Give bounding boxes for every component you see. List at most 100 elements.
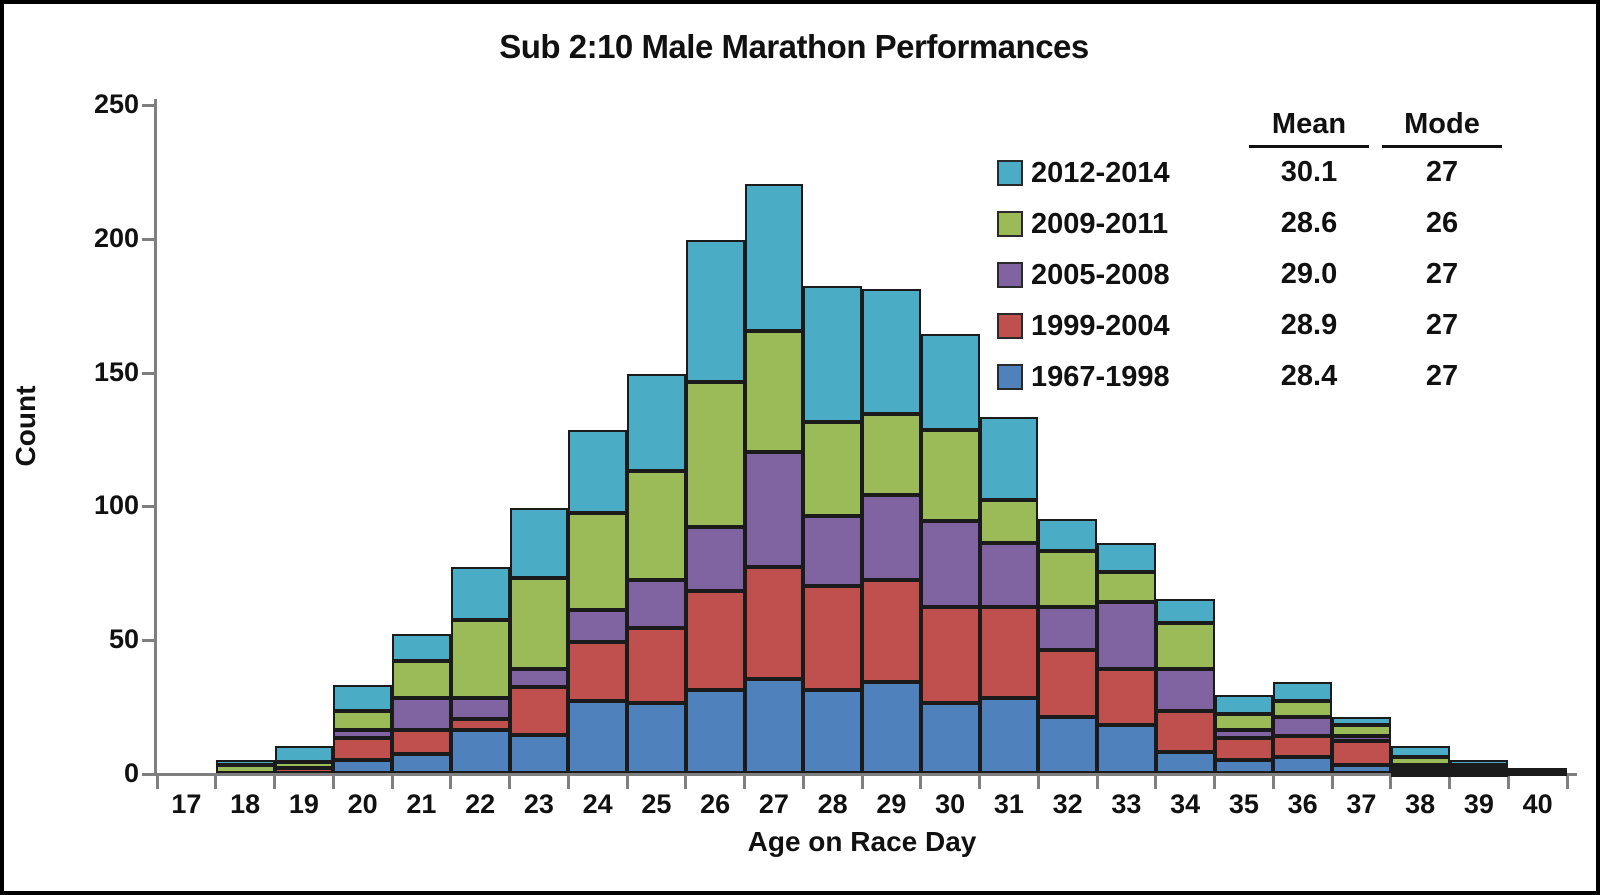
- legend-swatch-1999-2004: [997, 313, 1023, 339]
- legend-mode-value: 27: [1425, 258, 1459, 290]
- x-tick-mark: [919, 776, 923, 789]
- bar-segment-1967-1998-age-25: [627, 703, 686, 773]
- x-tick-mark: [449, 776, 453, 789]
- bar-segment-1999-2004-age-21: [392, 730, 451, 755]
- bar-segment-2012-2014-age-22: [450, 566, 510, 621]
- bar-segment-2012-2014-age-36: [1273, 682, 1332, 701]
- bar-segment-2005-2008-age-29: [862, 494, 921, 581]
- bar-segment-2012-2014-age-32: [1038, 518, 1097, 551]
- bar-segment-1967-1998-age-26: [685, 690, 745, 773]
- x-tick-label: 39: [1463, 789, 1494, 819]
- bar-segment-2012-2014-age-35: [1214, 695, 1274, 715]
- bar-segment-2009-2011-age-23: [509, 577, 569, 669]
- bar-segment-2005-2008-age-38: [1390, 764, 1450, 769]
- y-tick-mark: [142, 773, 154, 776]
- legend-mean-header: Mean: [1249, 108, 1369, 148]
- y-axis-line: [154, 99, 157, 776]
- bar-segment-2009-2011-age-38: [1390, 756, 1450, 765]
- x-tick-mark: [1271, 776, 1275, 789]
- bar-segment-2009-2011-age-35: [1214, 714, 1274, 731]
- bar-segment-1967-1998-age-35: [1214, 759, 1274, 773]
- bar-segment-1999-2004-age-32: [1038, 649, 1097, 717]
- legend-label: 2009-2011: [1031, 207, 1169, 240]
- bar-segment-2005-2008-age-20: [333, 730, 392, 739]
- bar-segment-2009-2011-age-22: [450, 620, 510, 699]
- x-tick-mark: [1330, 776, 1334, 789]
- bar-column: [744, 184, 804, 773]
- bar-segment-2009-2011-age-19: [274, 762, 334, 768]
- x-tick-mark: [331, 776, 335, 789]
- bar-segment-2005-2008-age-27: [744, 451, 804, 567]
- bar-segment-2012-2014-age-40: [1508, 767, 1567, 772]
- bar-column: [1273, 682, 1332, 773]
- bar-segment-1999-2004-age-28: [803, 585, 862, 690]
- x-tick-mark: [390, 776, 394, 789]
- bar-segment-1967-1998-age-32: [1038, 716, 1097, 773]
- bar-segment-2009-2011-age-28: [803, 422, 862, 517]
- bar-segment-2005-2008-age-25: [627, 580, 686, 629]
- bar-segment-2005-2008-age-24: [568, 609, 627, 642]
- bar-segment-1999-2004-age-20: [333, 738, 392, 760]
- bar-segment-2012-2014-age-30: [920, 334, 980, 431]
- legend-row-2005-2008: 2005-2008: [997, 258, 1170, 292]
- bar-segment-1967-1998-age-24: [568, 700, 627, 773]
- bar-segment-2009-2011-age-24: [568, 513, 627, 610]
- bar-column: [509, 508, 569, 773]
- bar-segment-2012-2014-age-19: [274, 746, 334, 763]
- bar-segment-1967-1998-age-34: [1155, 751, 1215, 773]
- bar-segment-2012-2014-age-27: [744, 184, 804, 332]
- bar-segment-1999-2004-age-24: [568, 641, 627, 701]
- bar-column: [979, 417, 1039, 773]
- legend-label: 1967-1998: [1031, 360, 1170, 393]
- bar-segment-1967-1998-age-28: [803, 690, 862, 773]
- legend-row-1967-1998: 1967-1998: [997, 360, 1170, 394]
- x-tick-mark: [801, 776, 805, 789]
- x-tick-label: 18: [230, 789, 261, 819]
- x-tick-mark: [1095, 776, 1099, 789]
- bar-column: [392, 633, 451, 773]
- bar-column: [274, 746, 334, 773]
- y-tick-mark: [142, 104, 154, 107]
- bar-segment-2009-2011-age-27: [744, 331, 804, 452]
- bar-segment-1999-2004-age-40: [1508, 771, 1567, 776]
- bar-segment-1967-1998-age-33: [1097, 724, 1156, 773]
- x-tick-label: 37: [1346, 789, 1377, 819]
- x-tick-label: 28: [817, 789, 848, 819]
- x-tick-mark: [1506, 776, 1510, 789]
- x-tick-label: 40: [1522, 789, 1553, 819]
- bar-column: [333, 684, 392, 773]
- x-tick-mark: [1448, 776, 1451, 789]
- bar-column: [1332, 716, 1391, 773]
- bar-segment-2009-2011-age-30: [920, 430, 980, 522]
- x-tick-mark: [273, 776, 276, 789]
- bar-segment-2012-2014-age-29: [862, 288, 921, 415]
- bar-segment-2009-2011-age-36: [1273, 700, 1332, 717]
- bar-segment-2012-2014-age-38: [1390, 746, 1450, 757]
- bar-segment-2012-2014-age-34: [1155, 599, 1215, 624]
- legend-mean-value: 28.9: [1280, 309, 1338, 341]
- bar-segment-1999-2004-age-36: [1273, 735, 1332, 757]
- x-tick-label: 31: [993, 789, 1024, 819]
- x-tick-mark: [1036, 776, 1040, 789]
- x-tick-label: 17: [171, 789, 202, 819]
- bar-segment-2005-2008-age-36: [1273, 716, 1332, 736]
- bar-segment-2005-2008-age-37: [1332, 735, 1391, 741]
- bar-column: [920, 334, 980, 773]
- x-tick-mark: [155, 776, 159, 789]
- bar-segment-1967-1998-age-27: [744, 679, 804, 773]
- bar-segment-2005-2008-age-21: [392, 698, 451, 731]
- x-tick-label: 19: [288, 789, 319, 819]
- bar-segment-2012-2014-age-25: [627, 374, 686, 471]
- bar-segment-2005-2008-age-31: [979, 542, 1039, 608]
- bar-segment-2012-2014-age-26: [685, 240, 745, 383]
- bar-segment-2005-2008-age-35: [1214, 730, 1274, 739]
- legend-swatch-2009-2011: [997, 211, 1023, 237]
- bar-segment-2005-2008-age-30: [920, 521, 980, 608]
- x-tick-mark: [566, 776, 570, 789]
- bar-segment-1967-1998-age-31: [979, 698, 1039, 773]
- legend-row-2009-2011: 2009-2011: [997, 207, 1168, 241]
- x-tick-label: 23: [523, 789, 554, 819]
- bar-segment-2009-2011-age-21: [392, 660, 451, 699]
- bar-segment-2009-2011-age-20: [333, 711, 392, 731]
